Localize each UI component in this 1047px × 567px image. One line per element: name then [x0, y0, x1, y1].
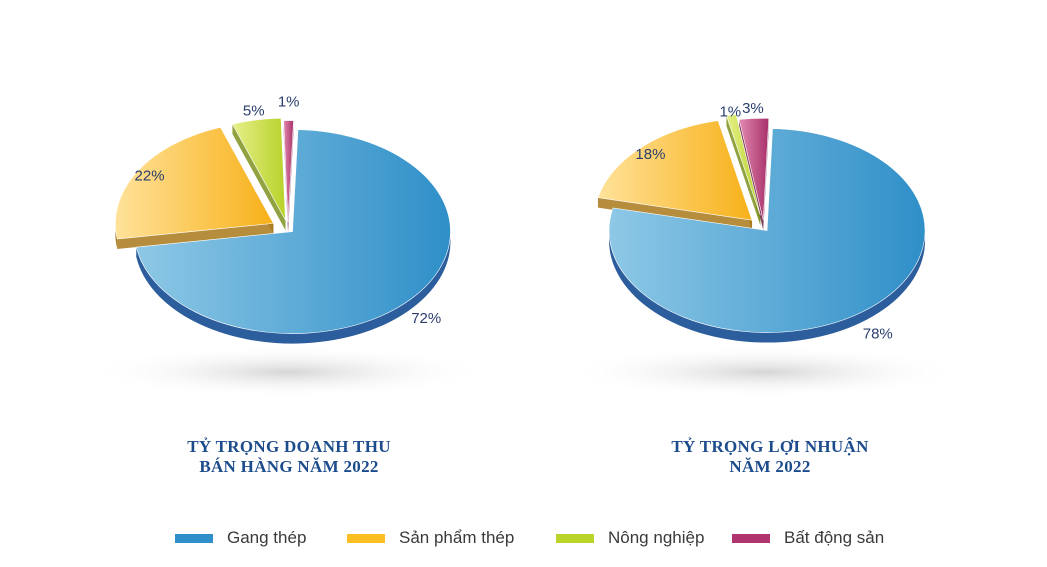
- data-label-nong-nghiep: 5%: [243, 103, 265, 120]
- legend-label: Bất động sản: [784, 528, 885, 547]
- legend: Gang thép Sản phẩm thép Nông nghiệp Bất …: [0, 526, 1047, 550]
- chart-floor-shadow: [88, 346, 488, 398]
- legend-item-bat-dong-san: Bất động sản: [732, 526, 884, 550]
- data-label-bat-dong-san: 3%: [742, 100, 764, 117]
- data-label-gang-thep: 78%: [863, 325, 893, 342]
- legend-item-gang-thep: Gang thép: [175, 526, 306, 550]
- legend-swatch: [556, 533, 594, 543]
- legend-label: Nông nghiệp: [608, 528, 705, 547]
- pie-slice-san-pham-thep: [597, 120, 753, 221]
- chart-title-revenue: TỶ TRỌNG DOANH THU BÁN HÀNG NĂM 2022: [109, 437, 469, 477]
- pie-slice-nong-nghiep: [725, 114, 761, 216]
- data-label-san-pham-thep: 18%: [635, 146, 665, 163]
- legend-swatch: [347, 533, 385, 543]
- pie-slice-bat-dong-san: [283, 120, 294, 223]
- pie-slice-san-pham-thep: [115, 126, 274, 240]
- legend-item-san-pham-thep: Sản phẩm thép: [347, 526, 514, 550]
- chart-title-line: NĂM 2022: [729, 457, 811, 476]
- data-label-gang-thep: 72%: [411, 310, 441, 327]
- data-label-bat-dong-san: 1%: [278, 94, 300, 111]
- legend-swatch: [732, 533, 770, 543]
- chart-title-line: TỶ TRỌNG LỢI NHUẬN: [671, 437, 869, 456]
- chart-title-line: BÁN HÀNG NĂM 2022: [199, 457, 379, 476]
- chart-floor-shadow: [564, 346, 964, 398]
- chart-title-profit: TỶ TRỌNG LỢI NHUẬN NĂM 2022: [590, 437, 950, 477]
- pie-slice-nong-nghiep: [231, 117, 286, 221]
- pie-slice-gang-thep: [135, 129, 451, 334]
- pie-chart-profit: 78% 18% 1% 3%: [564, 100, 964, 398]
- legend-label: Gang thép: [227, 528, 307, 547]
- pie-slice-bat-dong-san: [738, 117, 770, 221]
- legend-label: Sản phẩm thép: [399, 528, 515, 547]
- pie-chart-revenue: 72% 22% 5% 1%: [88, 94, 488, 398]
- data-label-nong-nghiep: 1%: [719, 104, 741, 121]
- legend-swatch: [175, 533, 213, 543]
- data-label-san-pham-thep: 22%: [135, 168, 165, 185]
- chart-title-line: TỶ TRỌNG DOANH THU: [187, 437, 391, 456]
- pie-slice-gang-thep: [608, 128, 926, 333]
- legend-item-nong-nghiep: Nông nghiệp: [556, 526, 704, 550]
